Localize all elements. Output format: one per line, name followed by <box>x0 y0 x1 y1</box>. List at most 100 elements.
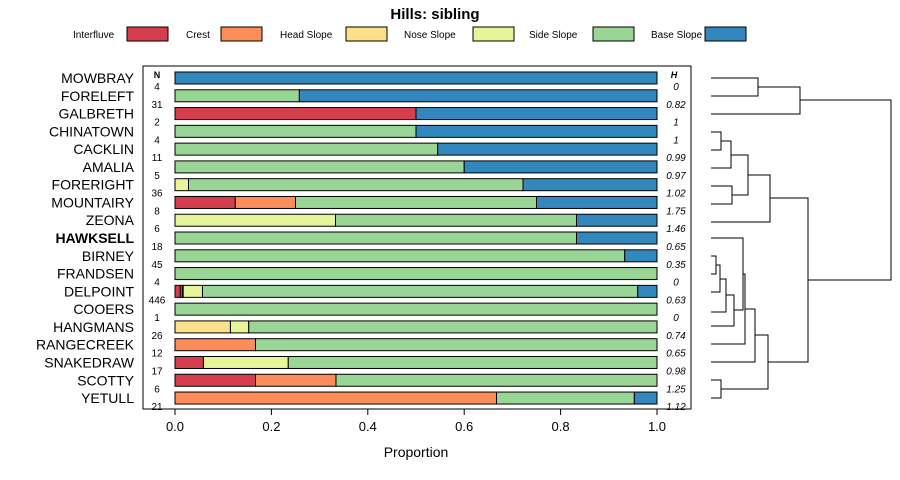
category-label: MOUNTAIRY <box>51 194 134 210</box>
bar-segment <box>174 107 417 121</box>
bar-segment <box>174 89 300 103</box>
category-label: COOERS <box>73 301 134 317</box>
bar-segment <box>229 320 250 334</box>
bar-segment <box>637 284 658 298</box>
bar-segment <box>174 391 497 405</box>
bar-segment <box>174 338 256 352</box>
bar-segment <box>174 355 204 369</box>
bar-segment <box>174 302 658 316</box>
bar-segment <box>174 213 337 227</box>
dendrogram <box>711 77 892 399</box>
h-value: 1.75 <box>666 206 686 217</box>
bar-segment <box>248 320 658 334</box>
category-label: GALBRETH <box>59 106 134 122</box>
legend-label: Nose Slope <box>404 30 456 41</box>
bar-segment <box>182 284 203 298</box>
category-label: AMALIA <box>83 159 135 175</box>
bar-segment <box>495 391 635 405</box>
n-value: 4 <box>154 278 160 289</box>
h-value: 1.02 <box>666 189 686 200</box>
bar-segment <box>415 107 658 121</box>
h-value: 1 <box>673 135 679 146</box>
bar-segment <box>174 231 578 245</box>
x-axis: 0.0 0.2 0.4 0.6 0.8 1.0 <box>166 409 666 434</box>
bar-segment <box>415 124 658 138</box>
x-tick-label: 1.0 <box>648 419 666 434</box>
n-column-header: N <box>154 70 161 80</box>
category-label: HAWKSELL <box>55 230 134 246</box>
bar-segment <box>335 373 658 387</box>
bar-segment <box>174 320 231 334</box>
n-value: 45 <box>151 260 163 271</box>
bar-segment <box>234 195 296 209</box>
bar-segment <box>174 373 256 387</box>
bar-segment <box>202 355 289 369</box>
dendrogram-branch <box>731 154 749 196</box>
bar-segment <box>174 160 465 174</box>
h-value: 0.98 <box>666 366 686 377</box>
h-value: 0 <box>673 82 679 93</box>
dendrogram-branch <box>800 99 892 281</box>
category-label: MOWBRAY <box>61 70 135 86</box>
bar-segment <box>295 195 537 209</box>
dendrogram-branch <box>711 273 746 345</box>
n-value: 5 <box>154 171 160 182</box>
legend-label: Base Slope <box>651 30 703 41</box>
h-column-header: H <box>671 70 678 80</box>
x-axis-label: Proportion <box>384 444 449 460</box>
h-value: 0.97 <box>666 171 686 182</box>
legend-swatch <box>472 26 515 42</box>
n-value: 26 <box>151 331 163 342</box>
legend-label: Side Slope <box>529 30 578 41</box>
x-tick-label: 0.8 <box>552 419 570 434</box>
chart-title: Hills: sibling <box>390 6 479 23</box>
bar-segment <box>254 338 658 352</box>
plot-frame <box>142 65 692 410</box>
dendrogram-branch <box>711 77 759 97</box>
legend: Interfluve Crest Head Slope Nose Slope Side … <box>73 26 747 42</box>
h-value: 0.74 <box>666 331 686 342</box>
bar-segment <box>174 71 658 85</box>
legend-swatch <box>704 26 747 42</box>
bar-segment <box>463 160 658 174</box>
n-value: 4 <box>154 135 160 146</box>
n-value: 31 <box>151 100 163 111</box>
dendrogram-branch <box>711 131 722 151</box>
dendrogram-branch <box>711 185 733 205</box>
dendrogram-branch <box>711 174 771 223</box>
h-value: 0 <box>673 313 679 324</box>
n-value: 1 <box>154 313 160 324</box>
h-value: 0 <box>673 278 679 289</box>
bar-segment <box>287 355 658 369</box>
h-value: 1.46 <box>666 224 686 235</box>
bar-segment <box>335 213 578 227</box>
category-label: FORERIGHT <box>52 177 135 193</box>
dendrogram-branch <box>711 86 801 115</box>
x-tick-label: 0.0 <box>166 419 184 434</box>
bar-segment <box>633 391 658 405</box>
dendrogram-branch <box>711 379 722 399</box>
category-label: SNAKEDRAW <box>44 354 135 370</box>
dendrogram-branch <box>711 308 756 363</box>
bar-segment <box>187 178 524 192</box>
bar-segment <box>298 89 658 103</box>
bar-segment <box>576 213 658 227</box>
category-label: CACKLIN <box>73 141 134 157</box>
n-value: 18 <box>151 242 163 253</box>
n-value: 4 <box>154 82 160 93</box>
bar-segment <box>174 284 181 298</box>
n-value: 446 <box>149 295 166 306</box>
bar-segment <box>174 178 189 192</box>
n-value: 11 <box>152 153 163 164</box>
category-label: FORELEFT <box>61 88 135 104</box>
n-value: 17 <box>151 366 163 377</box>
dendrogram-branch <box>711 294 735 327</box>
h-value: 1.25 <box>666 384 686 395</box>
category-label: HANGMANS <box>53 319 134 335</box>
bar-segment <box>522 178 658 192</box>
bar-segment <box>437 142 658 156</box>
n-value: 21 <box>151 402 163 413</box>
bar-segment <box>624 249 658 263</box>
n-value: 36 <box>151 189 163 200</box>
